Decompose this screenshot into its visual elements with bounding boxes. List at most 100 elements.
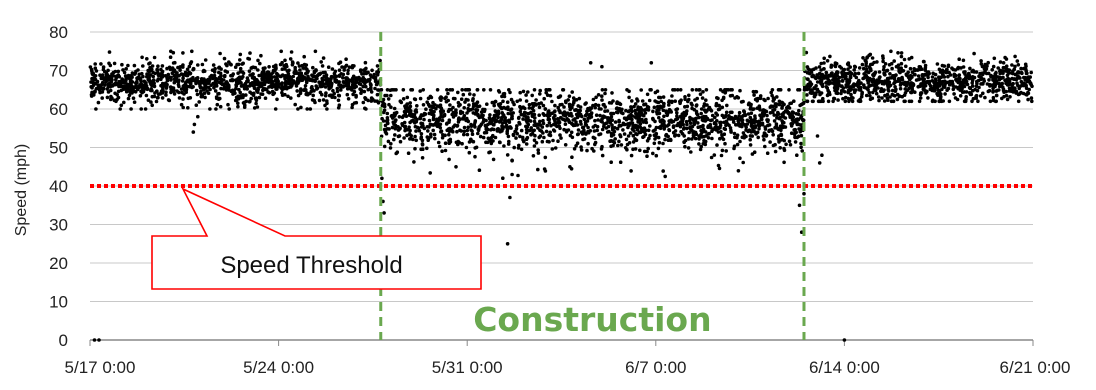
data-point — [861, 56, 865, 60]
data-point — [1001, 88, 1006, 93]
data-point — [617, 139, 621, 144]
data-point — [986, 89, 991, 94]
data-point — [486, 136, 491, 141]
data-point — [904, 84, 909, 88]
data-point — [563, 111, 568, 115]
data-point — [962, 79, 967, 83]
data-point — [567, 119, 571, 124]
data-point — [438, 122, 443, 127]
data-point — [255, 105, 260, 109]
data-point — [983, 95, 987, 100]
data-point — [1029, 70, 1033, 75]
data-point — [492, 127, 496, 132]
data-point — [822, 67, 826, 71]
data-point — [291, 74, 296, 79]
data-point — [888, 83, 893, 88]
data-point — [591, 135, 596, 140]
data-point — [398, 99, 403, 103]
data-point — [443, 148, 448, 153]
data-point — [713, 115, 717, 120]
data-point — [439, 112, 444, 116]
data-point — [611, 111, 616, 116]
data-point — [143, 82, 148, 87]
data-point — [585, 148, 589, 153]
data-point — [889, 99, 894, 104]
data-point — [729, 130, 733, 134]
data-point — [137, 75, 141, 80]
data-point — [723, 141, 727, 146]
data-point — [567, 94, 572, 98]
data-point — [398, 126, 402, 131]
data-point — [143, 107, 148, 111]
data-point — [93, 66, 98, 70]
data-point — [992, 56, 997, 61]
data-point — [487, 116, 492, 120]
data-point — [937, 67, 942, 72]
data-point — [92, 338, 97, 342]
data-point — [730, 93, 735, 98]
data-point — [384, 131, 389, 136]
data-point — [1005, 97, 1010, 102]
data-point — [578, 108, 582, 113]
data-point — [571, 103, 575, 107]
data-point — [168, 67, 173, 72]
data-point — [748, 137, 752, 142]
data-point — [619, 108, 623, 113]
data-point — [248, 73, 252, 77]
data-point — [593, 102, 598, 107]
data-point — [541, 118, 545, 123]
data-point — [741, 114, 745, 118]
data-point — [302, 54, 307, 59]
data-point — [403, 104, 407, 108]
data-point — [994, 93, 999, 98]
data-point — [388, 88, 393, 92]
data-point — [1018, 76, 1022, 80]
data-point — [466, 88, 471, 92]
data-point — [510, 158, 514, 163]
data-point — [671, 125, 676, 129]
data-point — [146, 98, 151, 102]
data-point — [884, 69, 889, 73]
data-point — [110, 83, 115, 88]
data-point — [639, 88, 643, 92]
data-point — [181, 65, 185, 69]
data-point — [492, 103, 497, 108]
data-point — [661, 95, 666, 99]
data-point — [225, 63, 229, 68]
data-point — [692, 120, 696, 125]
data-point — [762, 131, 767, 135]
data-point — [236, 71, 240, 75]
data-point — [651, 116, 655, 121]
data-point — [516, 173, 520, 178]
y-tick-label: 10 — [49, 293, 68, 312]
data-point — [679, 122, 684, 126]
data-point — [872, 87, 877, 92]
data-point — [568, 104, 572, 109]
data-point — [369, 96, 374, 100]
data-point — [773, 126, 777, 130]
data-point — [321, 98, 326, 102]
data-point — [363, 81, 367, 86]
data-point — [471, 111, 476, 115]
data-point — [738, 156, 742, 160]
data-point — [994, 89, 999, 93]
data-point — [580, 132, 585, 136]
data-point — [530, 106, 535, 111]
data-point — [538, 128, 542, 132]
data-point — [350, 79, 355, 83]
data-point — [652, 141, 657, 146]
data-point — [386, 97, 391, 101]
data-point — [130, 84, 134, 89]
data-point — [998, 60, 1003, 64]
data-point — [470, 132, 475, 136]
data-point — [865, 78, 870, 82]
data-point — [298, 68, 302, 72]
data-point — [435, 119, 439, 123]
data-point — [697, 134, 701, 138]
x-axis-ticks: 5/17 0:00 5/24 0:00 5/31 0:00 6/7 0:00 6/14 … — [65, 340, 1070, 377]
data-point — [711, 127, 716, 132]
data-point — [907, 86, 911, 91]
data-point — [446, 98, 451, 103]
data-point — [550, 99, 554, 104]
data-point — [658, 95, 663, 100]
